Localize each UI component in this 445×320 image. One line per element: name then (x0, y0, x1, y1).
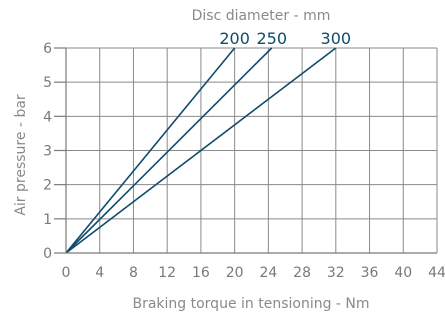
y-tick-label-5: 5 (43, 75, 52, 91)
series-label-layer: 200 250 300 (219, 29, 351, 48)
y-tick-label-6: 6 (43, 41, 52, 57)
x-tick-label-6: 24 (259, 265, 277, 281)
series-label-250: 250 (256, 29, 287, 48)
series-layer (65, 47, 337, 254)
x-tick-label-11: 44 (428, 265, 445, 281)
chart-title: Disc diameter - mm (192, 8, 331, 24)
x-tick-label-4: 16 (192, 265, 210, 281)
x-tick-label-10: 40 (394, 265, 412, 281)
y-tick-label-4: 4 (43, 109, 52, 125)
series-line-250 (65, 47, 273, 254)
x-tick-label-1: 4 (95, 265, 104, 281)
x-tick-label-5: 20 (226, 265, 244, 281)
x-tick-label-8: 32 (327, 265, 345, 281)
series-label-200: 200 (219, 29, 250, 48)
y-tick-label-3: 3 (43, 144, 52, 160)
series-line-200 (65, 47, 236, 254)
y-tick-label-1: 1 (43, 212, 52, 228)
series-line-300 (65, 47, 337, 254)
x-axis-title: Braking torque in tensioning - Nm (132, 296, 369, 312)
y-tick-label-2: 2 (43, 178, 52, 194)
grid-layer (65, 47, 438, 254)
x-tick-label-9: 36 (361, 265, 379, 281)
x-tick-label-7: 28 (293, 265, 311, 281)
x-tick-label-0: 0 (62, 265, 71, 281)
x-tick-label-2: 8 (129, 265, 138, 281)
y-axis-title: Air pressure - bar (13, 94, 29, 216)
y-tick-label-0: 0 (43, 246, 52, 262)
series-label-300: 300 (321, 29, 352, 48)
x-tick-label-3: 12 (158, 265, 176, 281)
